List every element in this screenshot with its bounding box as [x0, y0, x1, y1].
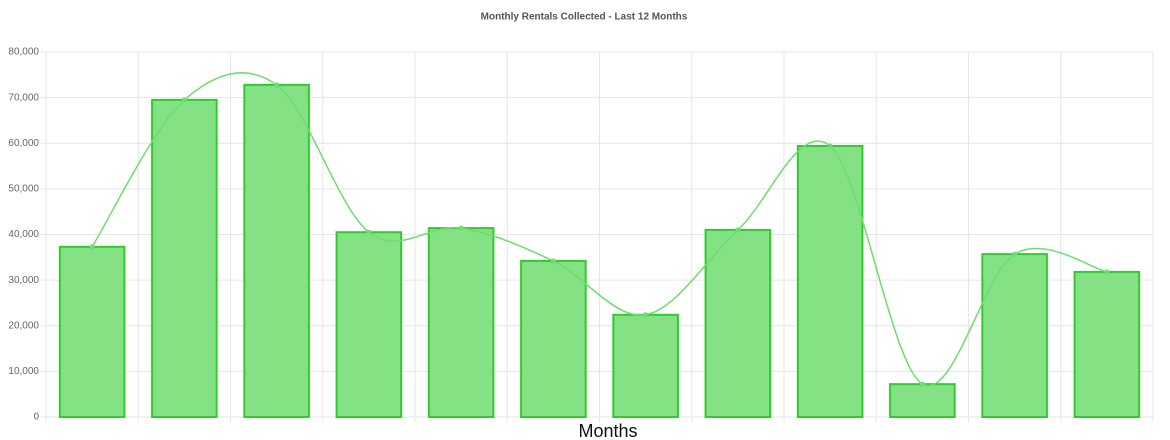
bar — [335, 231, 403, 418]
bar — [151, 98, 218, 418]
y-tick-label: 60,000 — [8, 138, 39, 149]
bar — [520, 259, 587, 418]
bar — [704, 228, 772, 418]
y-tick-label: 50,000 — [8, 184, 39, 195]
trend-point — [181, 97, 187, 103]
trend-point — [827, 143, 833, 149]
bar — [58, 245, 126, 418]
trend-point — [735, 227, 741, 233]
y-tick-label: 30,000 — [8, 275, 39, 286]
y-tick-label: 40,000 — [8, 229, 39, 240]
bar — [243, 83, 310, 418]
trend-point — [274, 82, 280, 88]
trend-point — [643, 312, 649, 318]
trend-point — [1104, 269, 1110, 275]
y-tick-label: 0 — [33, 412, 39, 423]
chart-title: Monthly Rentals Collected - Last 12 Mont… — [481, 12, 688, 23]
trend-point — [458, 225, 464, 231]
bar — [427, 227, 495, 418]
bar — [612, 313, 679, 418]
x-axis-title: Months — [578, 421, 637, 440]
trend-point — [1012, 251, 1018, 257]
y-tick-label: 80,000 — [8, 47, 39, 58]
y-tick-label: 10,000 — [8, 366, 39, 377]
bar — [796, 144, 864, 419]
trend-point — [366, 229, 372, 235]
y-tick-label: 70,000 — [8, 92, 39, 103]
bar — [1073, 270, 1141, 418]
trend-point — [89, 244, 95, 250]
bar — [889, 383, 956, 418]
trend-line — [91, 72, 1108, 387]
bar — [981, 253, 1048, 418]
y-tick-label: 20,000 — [8, 320, 39, 331]
trend-point — [550, 258, 556, 264]
trend-point — [919, 381, 925, 387]
